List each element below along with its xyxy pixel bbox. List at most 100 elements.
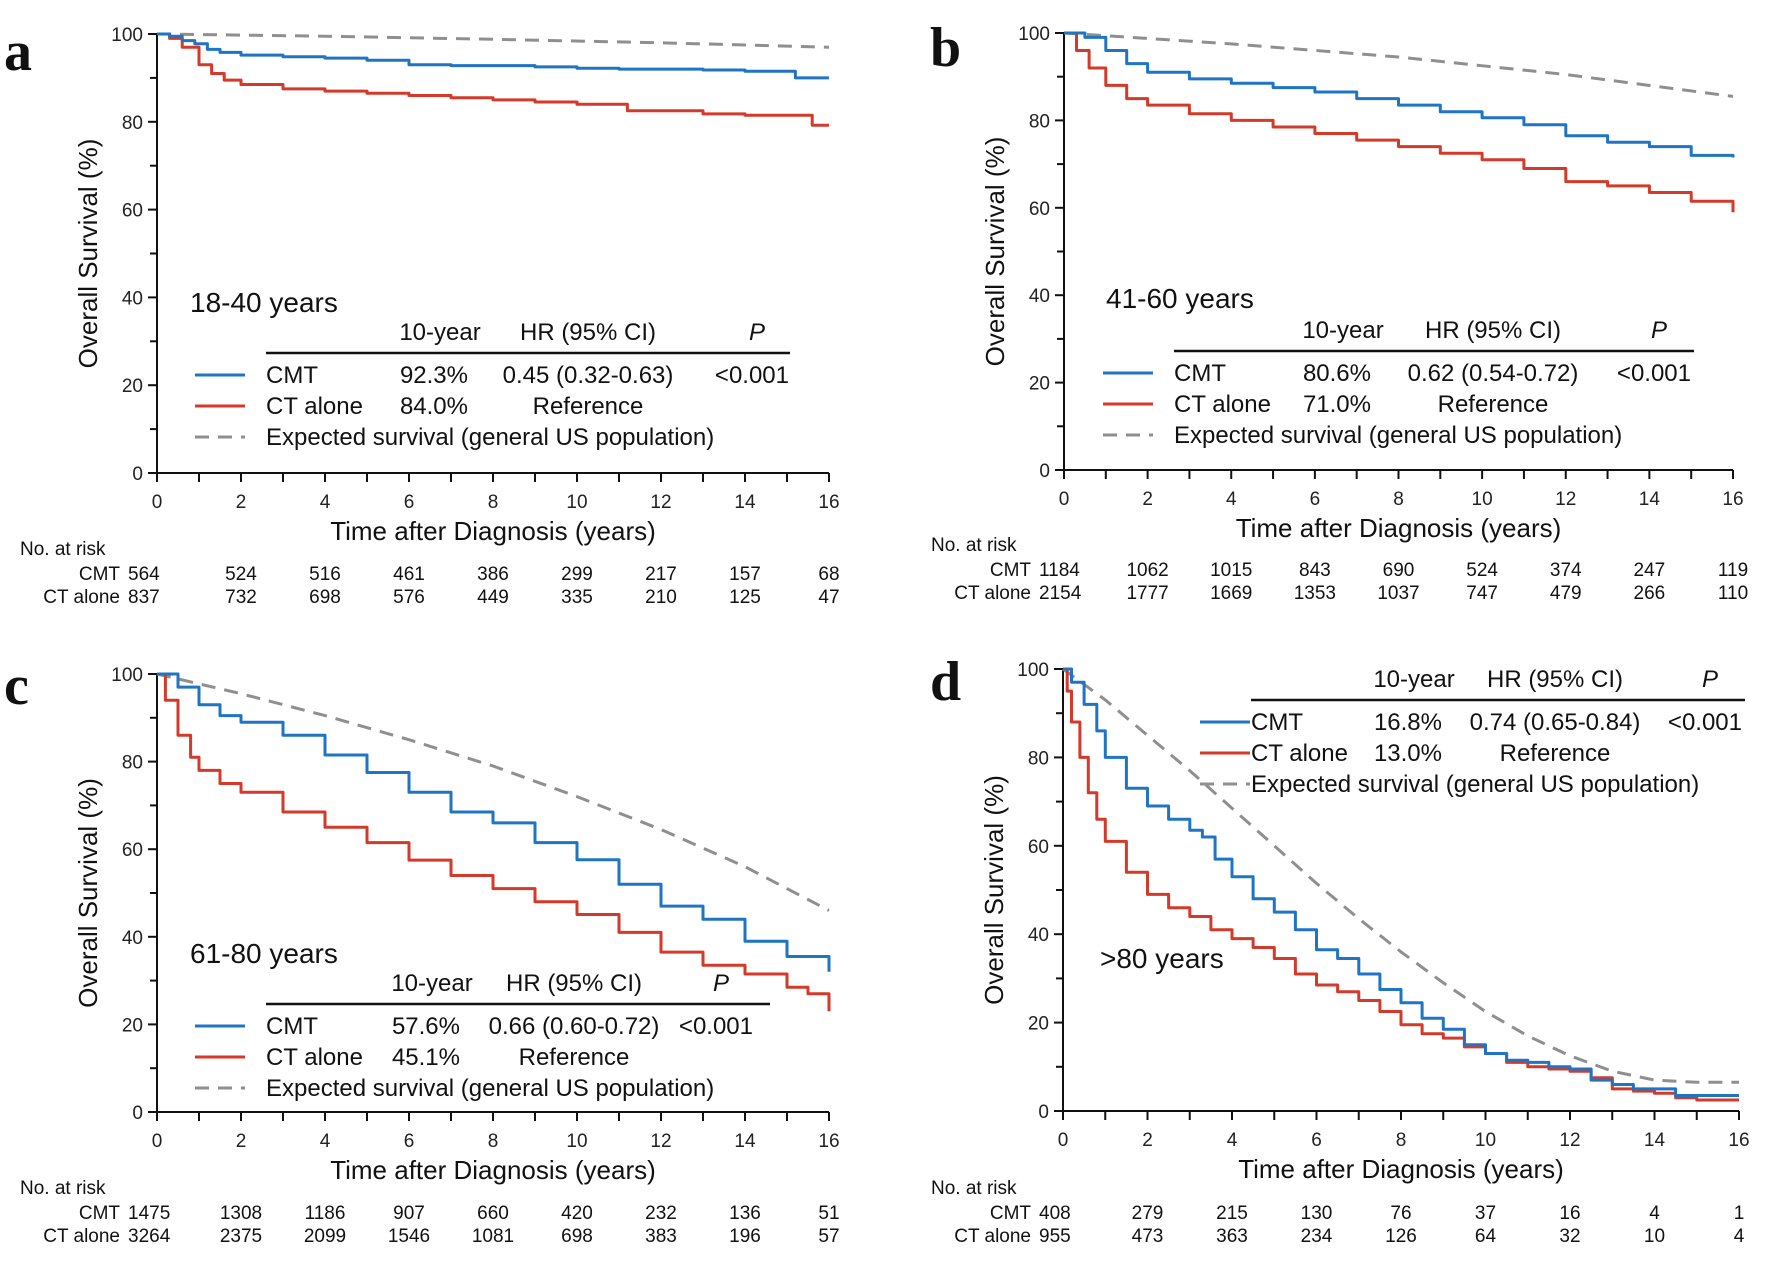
legend-row-hr: 0.45 (0.32-0.63) — [503, 362, 674, 389]
legend-row-name: CT alone — [266, 1044, 363, 1071]
legend-row-hr: 0.66 (0.60-0.72) — [489, 1013, 660, 1040]
y-tick-label: 20 — [1029, 374, 1050, 395]
y-axis-title: Overall Survival (%) — [980, 137, 1010, 367]
risk-count: 68 — [818, 564, 839, 585]
x-tick-label: 8 — [1396, 1130, 1407, 1151]
expected-survival-curve — [1062, 667, 1739, 1084]
risk-count: 843 — [1299, 560, 1331, 581]
risk-count: 157 — [729, 564, 761, 585]
risk-row-label: CT alone — [954, 1226, 1031, 1247]
risk-count: 210 — [645, 587, 677, 608]
risk-table-header: No. at risk — [931, 535, 1017, 556]
expected-survival-curve — [156, 32, 830, 49]
risk-table: No. at risk CMT 1184 1062 1015 843 690 524 374 24… — [931, 535, 1748, 604]
legend-row-p: <0.001 — [1617, 360, 1691, 387]
risk-count: 2375 — [220, 1226, 262, 1247]
y-tick-label: 40 — [122, 928, 143, 949]
risk-count: 660 — [477, 1203, 509, 1224]
y-tick-label: 40 — [1028, 925, 1049, 946]
legend-row-hr: 0.74 (0.65-0.84) — [1470, 709, 1641, 736]
risk-count: 64 — [1475, 1226, 1497, 1247]
risk-count: 1015 — [1210, 560, 1252, 581]
legend-row-name: CMT — [1174, 360, 1226, 387]
risk-count: 32 — [1559, 1226, 1580, 1247]
y-tick-label: 0 — [1039, 461, 1050, 482]
x-tick-label: 14 — [734, 1131, 756, 1152]
risk-count: 479 — [1550, 583, 1582, 604]
x-tick-label: 4 — [1226, 489, 1237, 510]
risk-count: 10 — [1644, 1226, 1665, 1247]
legend-row-10-year: 84.0% — [400, 393, 468, 420]
risk-count: 408 — [1039, 1203, 1071, 1224]
panel-letter: d — [930, 651, 961, 713]
legend-row-name: CMT — [266, 1013, 318, 1040]
risk-count: 4 — [1649, 1203, 1660, 1224]
legend-header-10-year: 10-year — [1373, 666, 1454, 693]
risk-count: 1669 — [1210, 583, 1252, 604]
risk-count: 1475 — [128, 1203, 170, 1224]
x-tick-label: 6 — [404, 492, 415, 513]
risk-table: No. at risk CMT 1475 1308 1186 907 660 420 232 13… — [20, 1178, 840, 1247]
panel-c: c 0 20 40 60 80 100 0 2 4 6 8 10 12 14 16 Time after Dia… — [4, 655, 840, 1247]
legend-header-hr: HR (95% CI) — [1425, 317, 1561, 344]
x-axis-title: Time after Diagnosis (years) — [1238, 1154, 1564, 1184]
risk-count: 1 — [1734, 1203, 1745, 1224]
risk-count: 837 — [128, 587, 160, 608]
panel-letter: a — [4, 21, 32, 83]
legend-row-hr: Reference — [1438, 391, 1549, 418]
legend-row-name: Expected survival (general US population… — [1174, 422, 1622, 449]
risk-count: 232 — [645, 1203, 677, 1224]
legend-header-hr: HR (95% CI) — [1487, 666, 1623, 693]
x-tick-label: 12 — [650, 1131, 671, 1152]
x-axis-title: Time after Diagnosis (years) — [1236, 513, 1562, 543]
risk-count: 1546 — [388, 1226, 430, 1247]
risk-table-header: No. at risk — [20, 539, 106, 560]
legend-header-p: P — [713, 970, 729, 997]
x-tick-label: 16 — [1722, 489, 1743, 510]
y-tick-label: 80 — [1028, 748, 1049, 769]
ct-alone-curve — [157, 672, 831, 1012]
y-tick-label: 80 — [1029, 111, 1050, 132]
risk-table: No. at risk CMT 564 524 516 461 386 299 217 157 68… — [20, 539, 840, 608]
risk-table-header: No. at risk — [20, 1178, 106, 1199]
legend-header-10-year: 10-year — [1302, 317, 1383, 344]
risk-count: 130 — [1301, 1203, 1333, 1224]
risk-count: 1062 — [1126, 560, 1168, 581]
risk-row-label: CMT — [990, 1203, 1032, 1224]
legend-row-name: CT alone — [1174, 391, 1271, 418]
expected-survival-curve — [1063, 31, 1734, 98]
risk-count: 698 — [561, 1226, 593, 1247]
expected-survival-curve — [156, 672, 830, 912]
legend-row-name: Expected survival (general US population… — [1251, 771, 1699, 798]
x-tick-label: 10 — [1475, 1130, 1496, 1151]
risk-count: 386 — [477, 564, 509, 585]
risk-count: 473 — [1132, 1226, 1164, 1247]
legend-header-hr: HR (95% CI) — [506, 970, 642, 997]
risk-row-label: CT alone — [954, 583, 1031, 604]
cmt-curve — [1063, 667, 1739, 1097]
risk-count: 1081 — [472, 1226, 514, 1247]
risk-count: 2099 — [304, 1226, 346, 1247]
legend-header-10-year: 10-year — [399, 319, 480, 346]
x-axis-title: Time after Diagnosis (years) — [330, 516, 656, 546]
legend-row-10-year: 80.6% — [1303, 360, 1371, 387]
risk-count: 1037 — [1377, 583, 1419, 604]
x-tick-label: 2 — [1142, 1130, 1153, 1151]
cmt-curve — [157, 32, 829, 80]
risk-count: 524 — [225, 564, 257, 585]
cmt-curve — [157, 672, 831, 972]
y-tick-label: 20 — [122, 1015, 143, 1036]
risk-count: 335 — [561, 587, 593, 608]
y-tick-label: 0 — [132, 464, 143, 485]
y-tick-label: 40 — [1029, 286, 1050, 307]
y-tick-label: 100 — [111, 25, 143, 46]
legend-header-hr: HR (95% CI) — [520, 319, 656, 346]
age-group-label: >80 years — [1100, 943, 1224, 974]
risk-count: 125 — [729, 587, 761, 608]
age-group-label: 18-40 years — [190, 287, 338, 318]
risk-count: 363 — [1216, 1226, 1248, 1247]
risk-count: 136 — [729, 1203, 761, 1224]
x-tick-label: 2 — [236, 492, 247, 513]
